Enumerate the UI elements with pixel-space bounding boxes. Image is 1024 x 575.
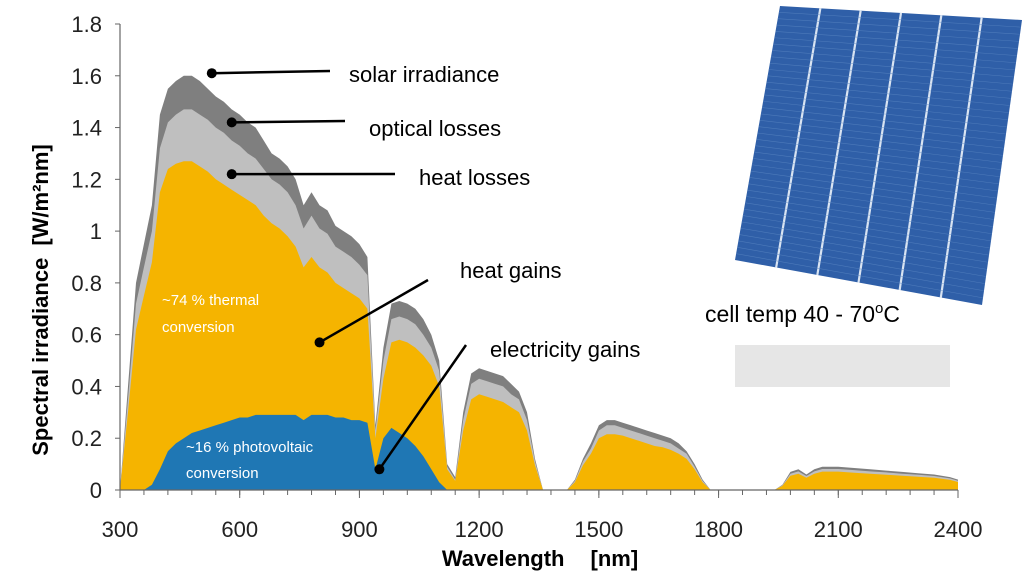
x-tick-label: 1500 (574, 517, 623, 542)
thermal-label-line2: conversion (162, 319, 235, 336)
x-tick-label: 600 (221, 517, 258, 542)
solar-cell-image (735, 6, 1022, 387)
cell-finger (752, 158, 999, 192)
y-axis-unit: [W/m²nm] (28, 144, 53, 245)
cell-temp-caption: cell temp 40 - 70oC (705, 300, 900, 327)
annotation-leader (231, 119, 346, 124)
y-axis-title: Spectral irradiance (28, 258, 53, 456)
cell-finger (776, 24, 1020, 42)
pv-label-line2: conversion (186, 465, 259, 482)
annotation-layer: solar irradiance optical losses heat losse… (206, 62, 640, 475)
cell-shadow (735, 345, 950, 387)
annotation-label: heat losses (419, 165, 530, 190)
pv-label-line1: ~16 % photovoltaic (186, 439, 314, 456)
cell-finger (754, 151, 1000, 185)
y-tick-label: 1.2 (71, 167, 102, 192)
cell-gridlines (736, 8, 1022, 299)
annotation-leader (378, 344, 468, 471)
cell-finger (740, 227, 988, 270)
y-tick-label: 0.2 (71, 426, 102, 451)
cell-finger (745, 202, 992, 242)
cell-finger (763, 100, 1008, 128)
cell-finger (739, 234, 987, 277)
thermal-label-line1: ~74 % thermal (162, 292, 259, 309)
y-axis-label: Spectral irradiance [W/m²nm] (28, 144, 53, 456)
y-tick-label: 0 (90, 478, 102, 503)
cell-finger (759, 120, 1005, 149)
cell-finger (767, 75, 1012, 99)
cell-finger (772, 50, 1016, 71)
y-tick-label: 1 (90, 219, 102, 244)
annotation-label: electricity gains (490, 337, 640, 362)
cell-finger (775, 31, 1019, 49)
y-tick-label: 0.8 (71, 271, 102, 296)
cell-finger (778, 12, 1022, 28)
cell-finger (764, 94, 1009, 121)
cell-finger (773, 43, 1017, 64)
cell-finger (755, 145, 1001, 178)
cell-finger (770, 56, 1015, 78)
area-heat-losses (120, 161, 958, 490)
annotation-dot (226, 117, 237, 128)
cell-finger (736, 253, 984, 299)
annotation-label: optical losses (369, 116, 501, 141)
cell-temp-degree: o (875, 300, 883, 317)
cell-finger (768, 69, 1013, 92)
x-axis-unit: [nm] (591, 546, 639, 571)
x-tick-label: 300 (102, 517, 139, 542)
x-tick-label: 2400 (934, 517, 983, 542)
axes: 0 0.2 0.4 0.6 0.8 1 1.2 1.4 1.6 1.8 300 600 900 1200 1… (71, 12, 982, 542)
annotation-leader (211, 69, 331, 75)
y-tick-label: 1.4 (71, 116, 102, 141)
cell-finger (757, 132, 1003, 163)
x-axis-title: Wavelength (442, 546, 565, 571)
cell-finger (743, 208, 991, 249)
annotation-label: solar irradiance (349, 62, 499, 87)
x-tick-label: 2100 (814, 517, 863, 542)
annotation-dot (226, 169, 237, 180)
cell-finger (737, 247, 985, 292)
plot-area (120, 75, 958, 491)
x-tick-label: 1800 (694, 517, 743, 542)
cell-finger (758, 126, 1004, 156)
cell-finger (748, 183, 995, 220)
y-tick-label: 1.8 (71, 12, 102, 37)
cell-finger (741, 221, 989, 263)
annotation-dot (314, 337, 325, 348)
annotation-label: heat gains (460, 258, 562, 283)
y-tick-label: 0.4 (71, 374, 102, 399)
cell-finger (756, 139, 1002, 170)
cell-finger (760, 113, 1006, 142)
cell-finger (769, 62, 1014, 85)
cell-finger (761, 107, 1007, 135)
y-tick-label: 0.6 (71, 323, 102, 348)
x-tick-label: 900 (341, 517, 378, 542)
cell-finger (738, 240, 986, 284)
y-tick-label: 1.6 (71, 64, 102, 89)
cell-finger (777, 18, 1021, 35)
cell-finger (749, 177, 996, 213)
cell-finger (766, 81, 1011, 106)
cell-finger (747, 189, 994, 227)
cell-finger (742, 215, 990, 256)
cell-finger (774, 37, 1018, 56)
annotation-dot (206, 68, 217, 79)
cell-temp-main: cell temp 40 - 70 (705, 301, 875, 327)
cell-temp-unit: C (883, 301, 900, 327)
x-tick-label: 1200 (455, 517, 504, 542)
cell-finger (750, 170, 997, 206)
cell-finger (751, 164, 998, 199)
annotation-leader (318, 278, 429, 344)
x-axis-label: Wavelength [nm] (442, 546, 638, 571)
cell-finger (746, 196, 993, 235)
cell-finger (765, 88, 1010, 113)
annotation-dot (374, 464, 385, 475)
area-electricity-gains (120, 414, 958, 490)
